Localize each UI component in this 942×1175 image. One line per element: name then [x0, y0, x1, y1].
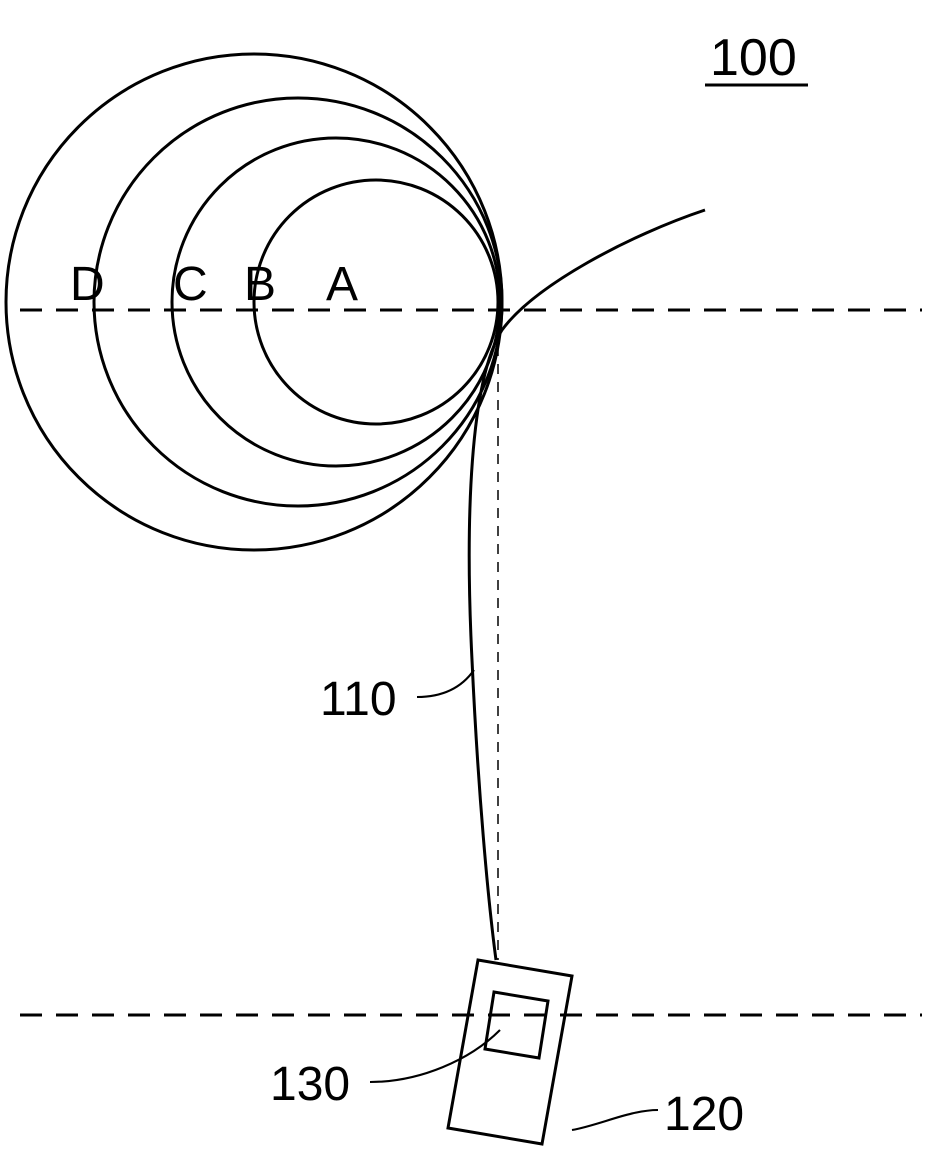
- figure-ref-100: 100: [710, 29, 797, 87]
- circle-label-b: B: [244, 258, 276, 311]
- ref-label-120: 120: [664, 1088, 744, 1141]
- circle-label-a: A: [326, 258, 358, 311]
- ref-label-130: 130: [270, 1058, 350, 1111]
- circle-label-d: D: [70, 258, 105, 311]
- circle-label-c: C: [173, 258, 208, 311]
- ref-label-110: 110: [320, 673, 397, 726]
